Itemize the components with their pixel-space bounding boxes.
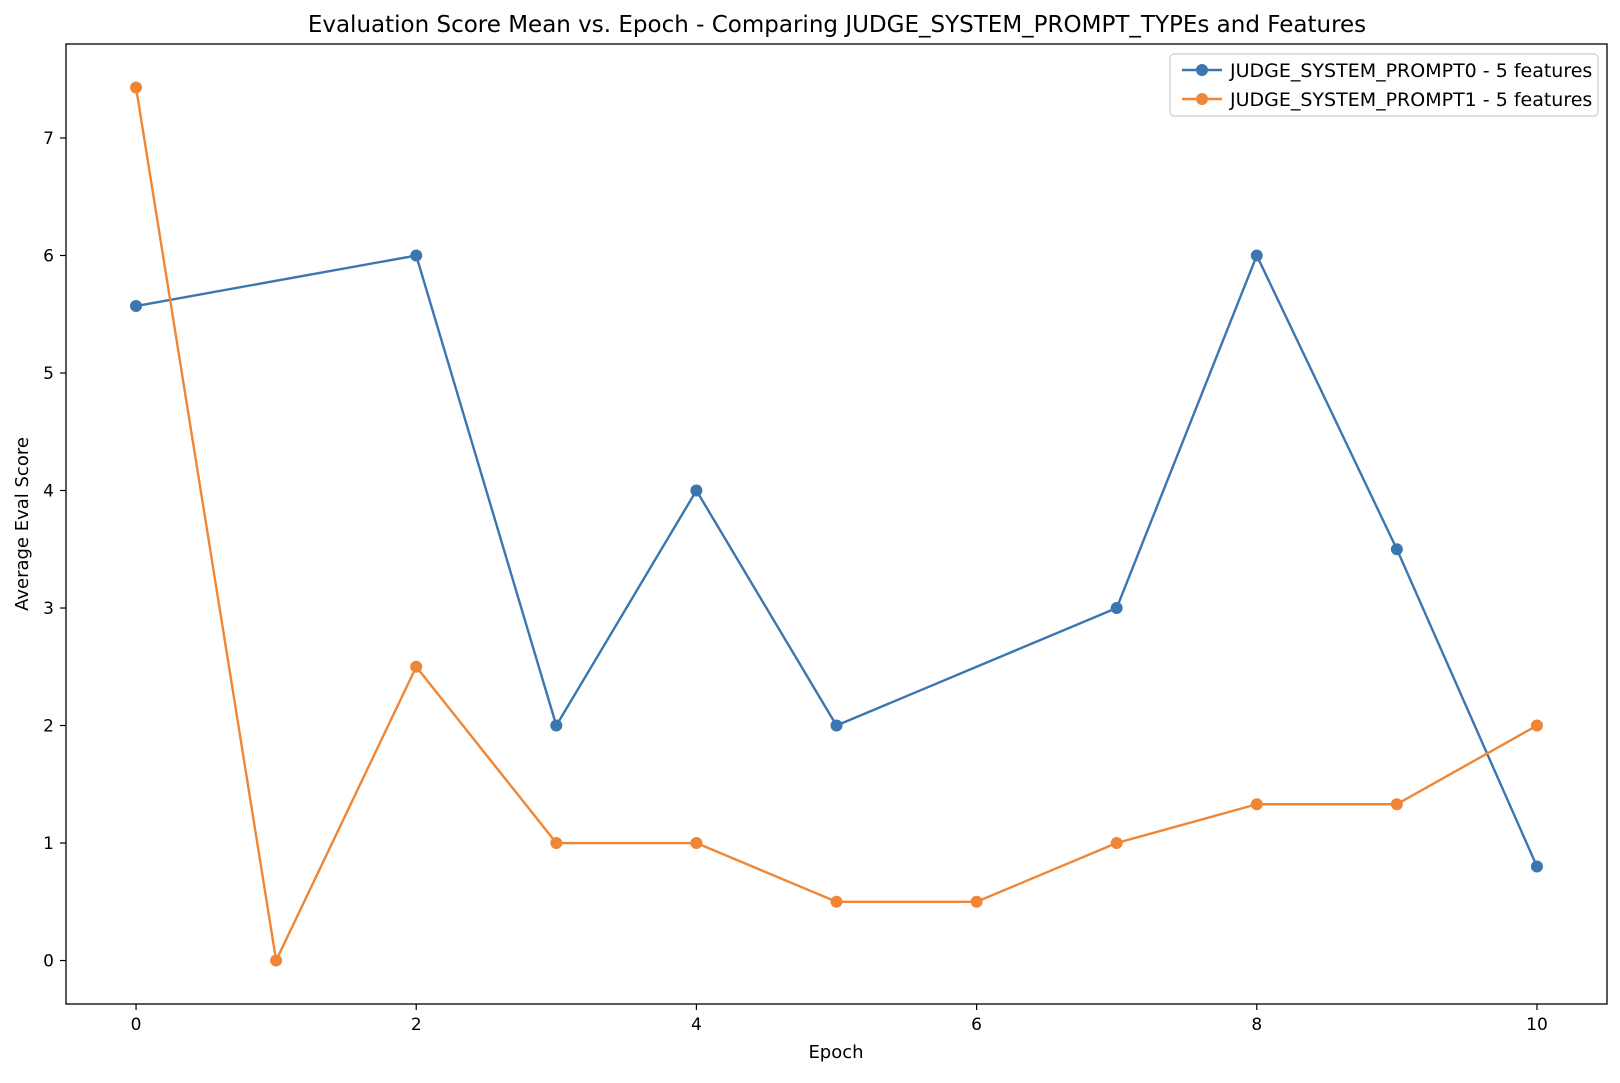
data-point [1530,860,1543,873]
y-tick-label: 7 [43,129,54,149]
data-point [550,837,563,850]
data-point [1390,798,1403,811]
x-tick-label: 6 [971,1015,982,1035]
data-point [1390,543,1403,556]
plot-area-frame [65,43,1608,1005]
data-point [830,719,843,732]
legend-marker [1196,64,1208,76]
y-tick-label: 6 [43,247,54,267]
data-point [830,895,843,908]
legend-marker [1196,93,1208,105]
data-point [130,81,143,94]
x-tick-label: 2 [411,1015,422,1035]
y-tick-label: 2 [43,717,54,737]
data-point [410,249,423,262]
data-point [1110,837,1123,850]
x-tick-label: 4 [691,1015,702,1035]
x-tick-label: 0 [131,1015,142,1035]
x-tick-label: 10 [1526,1015,1548,1035]
series-0 [130,249,1543,873]
legend-entry: JUDGE_SYSTEM_PROMPT1 - 5 features [1182,89,1592,111]
y-tick-label: 4 [43,482,54,502]
data-point [130,300,143,313]
legend-box [1169,53,1599,117]
y-tick-label: 0 [43,952,54,972]
y-axis-label: Average Eval Score [12,437,33,611]
data-point [550,719,563,732]
legend-label: JUDGE_SYSTEM_PROMPT1 - 5 features [1229,89,1592,111]
legend-label: JUDGE_SYSTEM_PROMPT0 - 5 features [1229,60,1592,82]
data-point [1530,719,1543,732]
y-tick-label: 3 [43,599,54,619]
data-point [270,954,283,967]
data-point [410,660,423,673]
chart-title: Evaluation Score Mean vs. Epoch - Compar… [308,12,1366,38]
data-point [970,895,983,908]
legend: JUDGE_SYSTEM_PROMPT0 - 5 features JUDGE_S… [1169,53,1599,117]
x-tick-label: 8 [1251,1015,1262,1035]
y-tick-label: 5 [43,364,54,384]
data-point [1250,249,1263,262]
x-axis-label: Epoch [808,1042,863,1063]
data-point [690,837,703,850]
legend-entry: JUDGE_SYSTEM_PROMPT0 - 5 features [1182,60,1592,82]
data-point [1110,602,1123,615]
data-point [690,484,703,497]
data-point [1250,798,1263,811]
series-1 [130,81,1543,967]
y-tick-label: 1 [43,834,54,854]
